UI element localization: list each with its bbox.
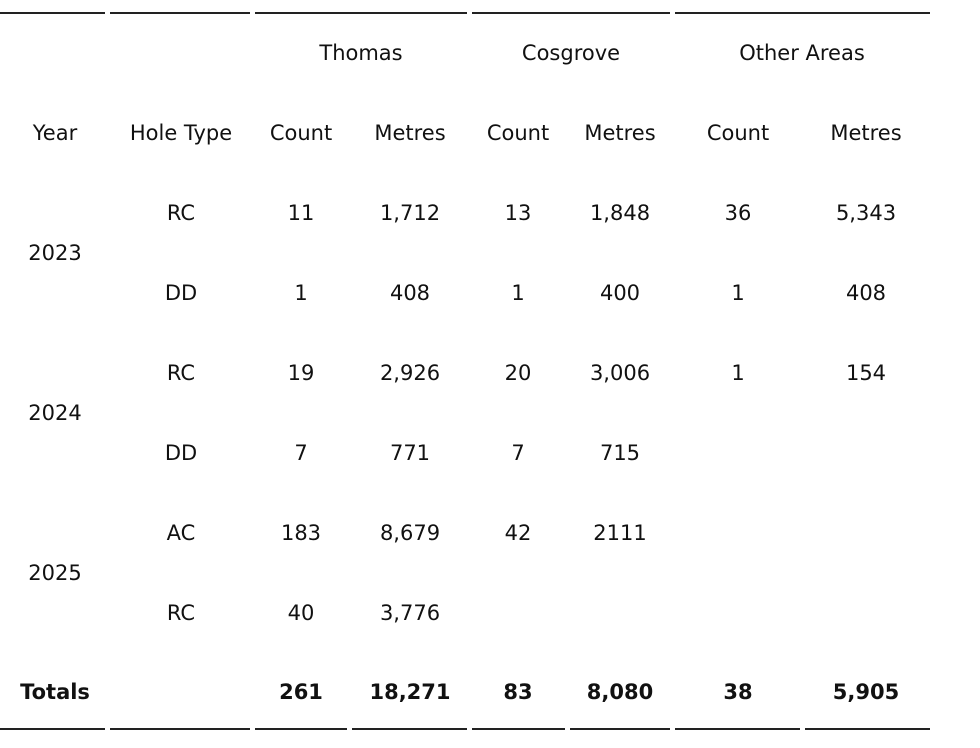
- total-cell: 8,080: [586, 680, 654, 704]
- rule: [352, 728, 467, 730]
- value-cell: 5,343: [835, 201, 897, 225]
- year-cell: 2025: [28, 561, 82, 585]
- total-cell: 261: [279, 680, 323, 704]
- value-cell: 7: [511, 441, 525, 465]
- value-cell: 154: [845, 361, 887, 385]
- hole-type-cell: DD: [164, 281, 198, 305]
- value-cell: 8,679: [379, 521, 441, 545]
- rule: [110, 12, 250, 14]
- value-cell: 3,776: [379, 601, 441, 625]
- value-cell: 2111: [593, 521, 647, 545]
- total-cell: 18,271: [369, 680, 451, 704]
- rule: [110, 728, 250, 730]
- rule: [255, 728, 347, 730]
- rule: [675, 728, 800, 730]
- hole-type-cell: DD: [164, 441, 198, 465]
- totals-label: Totals: [20, 680, 90, 704]
- group-header: Thomas: [319, 41, 403, 65]
- year-cell: 2024: [28, 401, 82, 425]
- value-cell: 1: [511, 281, 525, 305]
- value-cell: 1: [731, 281, 745, 305]
- hole-type-cell: RC: [166, 601, 196, 625]
- value-cell: 40: [287, 601, 315, 625]
- value-cell: 1,848: [589, 201, 651, 225]
- value-cell: 11: [287, 201, 315, 225]
- column-header: Count: [486, 121, 550, 145]
- value-cell: 400: [599, 281, 641, 305]
- rule: [472, 12, 670, 14]
- group-header: Cosgrove: [521, 41, 621, 65]
- value-cell: 42: [504, 521, 532, 545]
- hole-type-cell: AC: [166, 521, 196, 545]
- value-cell: 19: [287, 361, 315, 385]
- value-cell: 183: [280, 521, 322, 545]
- rule: [0, 12, 105, 14]
- value-cell: 13: [504, 201, 532, 225]
- hole-type-cell: RC: [166, 201, 196, 225]
- value-cell: 408: [845, 281, 887, 305]
- column-header: Count: [269, 121, 333, 145]
- column-header: Count: [706, 121, 770, 145]
- value-cell: 7: [294, 441, 308, 465]
- rule: [472, 728, 565, 730]
- rule: [255, 12, 467, 14]
- value-cell: 771: [389, 441, 431, 465]
- value-cell: 20: [504, 361, 532, 385]
- total-cell: 5,905: [832, 680, 900, 704]
- column-header: Hole Type: [129, 121, 233, 145]
- rule: [570, 728, 670, 730]
- value-cell: 3,006: [589, 361, 651, 385]
- value-cell: 1: [294, 281, 308, 305]
- column-header: Metres: [830, 121, 902, 145]
- total-cell: 83: [503, 680, 533, 704]
- value-cell: 408: [389, 281, 431, 305]
- value-cell: 1,712: [379, 201, 441, 225]
- total-cell: 38: [723, 680, 753, 704]
- group-header: Other Areas: [739, 41, 865, 65]
- column-header: Metres: [584, 121, 656, 145]
- column-header: Metres: [374, 121, 446, 145]
- rule: [675, 12, 930, 14]
- value-cell: 1: [731, 361, 745, 385]
- value-cell: 36: [724, 201, 752, 225]
- value-cell: 715: [599, 441, 641, 465]
- rule: [805, 728, 930, 730]
- column-header: Year: [32, 121, 78, 145]
- rule: [0, 728, 105, 730]
- hole-type-cell: RC: [166, 361, 196, 385]
- value-cell: 2,926: [379, 361, 441, 385]
- year-cell: 2023: [28, 241, 82, 265]
